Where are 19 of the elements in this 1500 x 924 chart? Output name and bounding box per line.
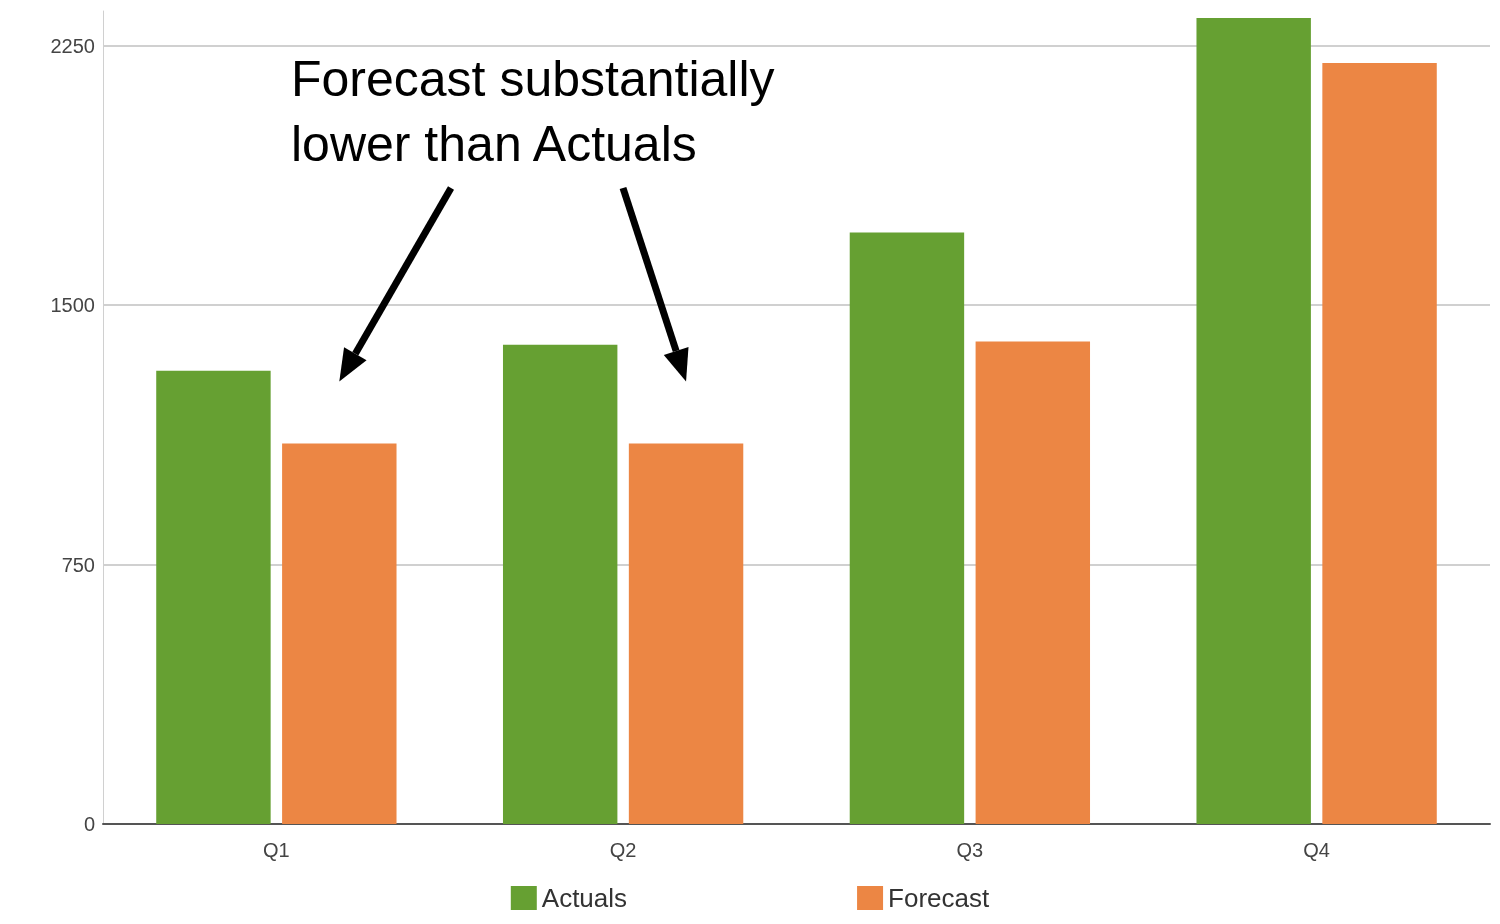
y-tick-label: 750 (61, 553, 95, 576)
bar (628, 443, 744, 824)
y-tick-label: 0 (83, 813, 95, 835)
annotation: Forecast substantially lower than Actuals (291, 50, 789, 172)
bar (1322, 62, 1437, 824)
bar (849, 232, 965, 824)
bar (156, 370, 271, 824)
x-tick-label: Q4 (1303, 839, 1330, 861)
bar (1196, 17, 1311, 824)
bar (282, 443, 397, 824)
bar (502, 344, 618, 824)
legend-label: Actuals (541, 883, 628, 913)
x-tick-label: Q2 (609, 839, 637, 861)
y-tick-label: 2250 (50, 34, 95, 57)
y-tick-label: 1500 (50, 294, 95, 317)
legend-label: Forecast (888, 883, 990, 913)
x-tick-label: Q3 (956, 839, 984, 861)
bar (975, 341, 1091, 824)
x-tick-label: Q1 (263, 839, 290, 861)
